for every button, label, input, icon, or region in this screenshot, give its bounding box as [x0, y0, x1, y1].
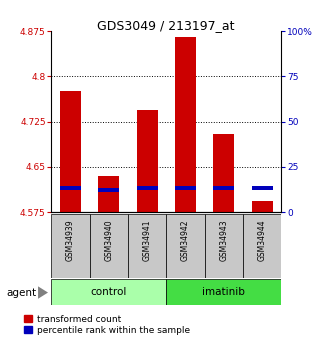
Bar — [60, 91, 81, 212]
Text: GSM34943: GSM34943 — [219, 219, 228, 260]
Bar — [128, 214, 166, 278]
Text: control: control — [91, 287, 127, 297]
Bar — [166, 214, 205, 278]
Bar — [98, 176, 119, 212]
Bar — [252, 201, 273, 212]
Bar — [51, 214, 90, 278]
Bar — [137, 186, 158, 190]
Bar — [60, 186, 81, 190]
Bar — [98, 188, 119, 192]
Bar — [175, 37, 196, 212]
Bar — [166, 279, 281, 305]
Bar — [51, 279, 166, 305]
Text: GSM34940: GSM34940 — [104, 219, 113, 260]
Bar — [213, 134, 234, 212]
Text: GSM34944: GSM34944 — [258, 219, 267, 260]
Text: GDS3049 / 213197_at: GDS3049 / 213197_at — [97, 19, 234, 32]
Bar — [243, 214, 281, 278]
Bar — [252, 186, 273, 190]
Bar — [175, 186, 196, 190]
Bar — [205, 214, 243, 278]
Bar — [90, 214, 128, 278]
Text: agent: agent — [7, 288, 37, 297]
Text: GSM34942: GSM34942 — [181, 219, 190, 260]
Polygon shape — [38, 286, 48, 299]
Text: imatinib: imatinib — [202, 287, 245, 297]
Bar — [213, 186, 234, 190]
Legend: transformed count, percentile rank within the sample: transformed count, percentile rank withi… — [24, 315, 190, 335]
Bar — [137, 110, 158, 212]
Text: GSM34941: GSM34941 — [143, 219, 152, 260]
Text: GSM34939: GSM34939 — [66, 219, 75, 260]
